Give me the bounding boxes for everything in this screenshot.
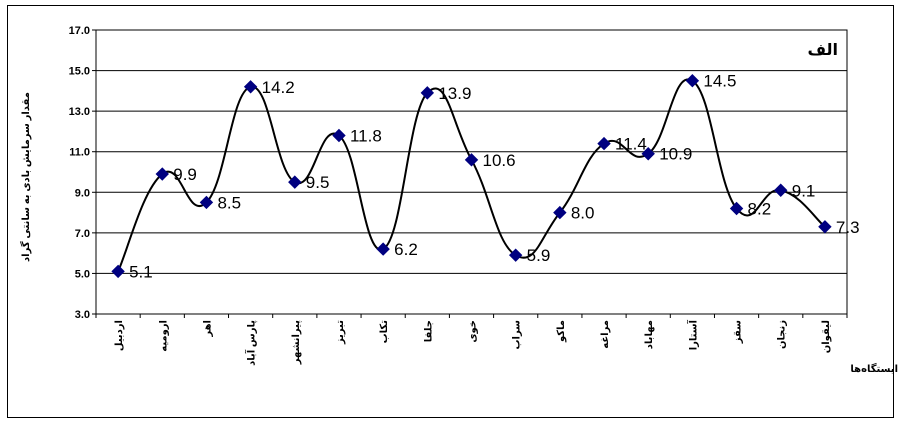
data-point-marker	[729, 201, 744, 216]
data-label: 5.9	[527, 246, 551, 265]
x-tick-label: خوی	[468, 320, 479, 343]
y-tick-label: 9.0	[75, 187, 90, 199]
data-point-marker	[376, 242, 390, 256]
data-label: 14.5	[703, 72, 736, 91]
y-tick-label: 17.0	[69, 25, 90, 37]
x-tick-label: اردبیل	[114, 320, 125, 351]
gridlines	[96, 70, 847, 274]
y-tick-label: 11.0	[69, 147, 90, 159]
data-label: 9.9	[173, 165, 197, 184]
plot-area	[95, 29, 848, 315]
x-tick-label: ارومیه	[158, 320, 169, 352]
data-label: 8.5	[217, 193, 241, 212]
data-label: 14.2	[262, 78, 295, 97]
data-point-marker	[597, 136, 611, 151]
data-label: 5.1	[129, 262, 153, 281]
y-tick-label: 15.0	[69, 66, 90, 78]
y-tick-label: 3.0	[75, 309, 90, 321]
data-point-marker	[111, 264, 125, 279]
series-line	[117, 78, 826, 272]
x-tick-label: تکاب	[379, 320, 390, 344]
data-point-marker	[774, 183, 788, 197]
data-label: 8.2	[748, 200, 772, 219]
x-tick-label: اهر	[202, 320, 213, 338]
x-axis-title: ایستگاه‌ها	[850, 362, 898, 375]
data-point-marker	[464, 153, 479, 167]
data-label: 10.6	[483, 151, 516, 170]
y-tick-label: 7.0	[75, 228, 90, 240]
data-label: 6.2	[394, 240, 418, 259]
x-tick-label: آستارا	[686, 319, 699, 350]
x-tick-label: تبریز	[335, 320, 346, 345]
x-tick-label: پارس آباد	[245, 320, 258, 366]
data-point-marker	[288, 175, 302, 189]
data-point-marker	[508, 248, 523, 262]
x-tick-label: مراغه	[600, 320, 611, 349]
x-tick-label: سقز	[733, 320, 744, 344]
x-tick-label: جلفا	[423, 320, 434, 342]
x-tick-label: سراب	[512, 320, 523, 350]
markers	[111, 74, 832, 279]
data-labels: 5.1 9.9 8.5 14.2 9.5 11.8 6.2 13.9 10.6 5.9 8.0 11.…	[129, 72, 859, 282]
data-label: 10.9	[659, 145, 692, 164]
data-point-marker	[332, 128, 346, 143]
data-point-marker	[553, 205, 567, 220]
x-tick-label: لیقوان	[821, 320, 832, 353]
x-tick-label: ماکو	[556, 320, 567, 343]
data-point-marker	[155, 167, 169, 181]
y-tick-label: 13.0	[69, 106, 90, 118]
data-label: 8.0	[571, 204, 595, 223]
data-label: 9.1	[792, 181, 816, 200]
x-tick-label: زنجان	[777, 320, 788, 349]
y-axis-title: مقدار سرمایش بادی به سانتی گراد	[19, 92, 32, 262]
panel-label: الف	[807, 42, 838, 59]
data-label: 11.4	[615, 135, 647, 154]
data-point-marker	[685, 74, 700, 88]
x-tick-label: پیرانشهر	[291, 320, 302, 365]
data-point-marker	[420, 86, 435, 100]
y-tick-label: 5.0	[75, 268, 90, 280]
data-point-marker	[818, 220, 832, 234]
data-label: 9.5	[306, 173, 330, 192]
data-point-marker	[243, 80, 258, 94]
data-label: 13.9	[438, 84, 471, 103]
data-label: 7.3	[836, 218, 860, 237]
data-label: 11.8	[350, 126, 382, 145]
x-tick-label: مهاباد	[644, 320, 655, 349]
y-axis: 3.0 5.0 7.0 9.0 11.0 13.0 15.0 17.0	[69, 25, 96, 321]
data-point-marker	[641, 147, 655, 161]
x-axis: اردبیل ارومیه اهر پارس آباد پیرانشهر تبریز تکا…	[95, 314, 848, 366]
chart-frame	[7, 5, 894, 418]
data-point-marker	[199, 195, 214, 210]
